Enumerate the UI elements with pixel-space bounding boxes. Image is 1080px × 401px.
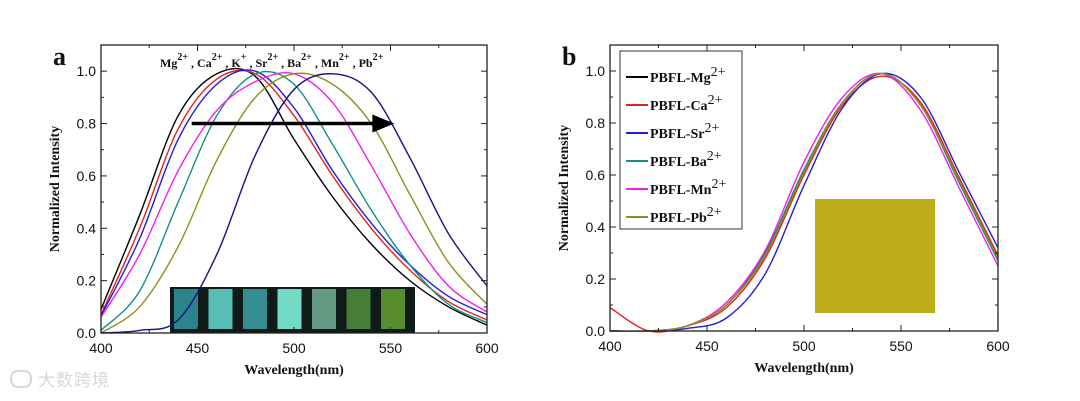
y-tick-label: 0.4 xyxy=(77,220,97,236)
ion-label: , Pb xyxy=(353,56,373,70)
ion-charge: 2+ xyxy=(212,52,223,63)
x-tick-label: 550 xyxy=(889,338,913,354)
panel-label: b xyxy=(562,42,576,71)
ion-label: , Ca xyxy=(191,56,212,70)
x-tick-label: 550 xyxy=(379,340,403,356)
y-tick-label: 1.0 xyxy=(586,63,606,79)
legend-charge: 2+ xyxy=(711,65,726,80)
y-tick-label: 0.2 xyxy=(77,273,97,289)
x-tick-label: 450 xyxy=(186,340,210,356)
y-tick-label: 0.0 xyxy=(77,325,97,341)
x-tick-label: 400 xyxy=(89,340,113,356)
legend-entry: PBFL-Ca2+ xyxy=(650,93,723,114)
x-tick-label: 500 xyxy=(792,338,816,354)
ion-charge: 2+ xyxy=(301,52,312,63)
x-axis-title: Wavelength(nm) xyxy=(244,363,344,378)
ion-charge: + xyxy=(241,52,247,63)
x-tick-label: 450 xyxy=(695,338,719,354)
x-tick-label: 600 xyxy=(986,338,1010,354)
y-tick-label: 0.8 xyxy=(77,116,97,132)
x-tick-label: 400 xyxy=(598,338,622,354)
y-tick-label: 0.8 xyxy=(586,115,606,131)
legend-charge: 2+ xyxy=(704,121,719,136)
legend-charge: 2+ xyxy=(707,205,722,220)
legend-entry: PBFL-Mg2+ xyxy=(650,65,726,86)
vial xyxy=(277,289,302,329)
legend-entry: PBFL-Sr2+ xyxy=(650,121,719,142)
series-line-pbfl-pb xyxy=(609,72,999,333)
watermark-text: 大数跨境 xyxy=(38,371,110,391)
y-tick-label: 0.2 xyxy=(586,271,606,287)
chart-panel-a: 400 450 500 550 600 0.0 0.2 0.4 0.6 0.8 1.0 Wavelen… xyxy=(48,42,499,378)
vial xyxy=(208,289,233,329)
ion-label: , Sr xyxy=(249,56,268,70)
legend: PBFL-Mg2+PBFL-Ca2+PBFL-Sr2+PBFL-Ba2+PBFL… xyxy=(619,50,743,230)
legend-label: PBFL-Ba xyxy=(650,155,707,170)
legend-label: PBFL-Pb xyxy=(650,211,707,226)
legend-label: PBFL-Mn xyxy=(650,183,712,198)
x-axis-title: Wavelength(nm) xyxy=(754,361,854,376)
vial xyxy=(243,289,267,329)
series-line-pb2- xyxy=(100,73,488,334)
y-axis-title: Normalized Intensity xyxy=(48,126,63,252)
legend-label: PBFL-Mg xyxy=(650,71,711,86)
series-line-mn2- xyxy=(100,72,488,334)
legend-label: PBFL-Sr xyxy=(650,127,704,142)
ion-charge: 2+ xyxy=(373,52,384,63)
watermark-logo-icon xyxy=(10,370,32,388)
legend-charge: 2+ xyxy=(711,177,726,192)
y-tick-label: 1.0 xyxy=(77,63,97,79)
x-tick-label: 600 xyxy=(475,340,499,356)
vial xyxy=(312,289,336,329)
vials-inset-photo xyxy=(170,287,415,333)
ion-charge: 2+ xyxy=(177,52,188,63)
legend-entry: PBFL-Mn2+ xyxy=(650,177,726,198)
series-line-ca2- xyxy=(100,69,488,321)
legend-label: PBFL-Ca xyxy=(650,99,708,114)
y-tick-label: 0.0 xyxy=(586,323,606,339)
legend-charge: 2+ xyxy=(708,93,723,108)
series-line-sr2- xyxy=(100,70,488,331)
y-tick-label: 0.6 xyxy=(77,168,97,184)
ion-label: , Ba xyxy=(281,56,301,70)
x-tick-label: 500 xyxy=(282,340,306,356)
series-line-pbfl-sr xyxy=(609,72,999,332)
ion-label: Mg xyxy=(160,56,177,70)
legend-charge: 2+ xyxy=(707,149,722,164)
yellow-film-inset-photo xyxy=(815,199,935,313)
vial xyxy=(346,289,371,329)
watermark: 大数跨境 xyxy=(10,366,110,391)
y-axis-title: Normalized Intensity xyxy=(557,125,572,251)
vial xyxy=(174,289,198,329)
ion-labels: Mg2+ , Ca2+ , K+ , Sr2+ , Ba2+ , Mn2+ , … xyxy=(160,52,384,70)
ion-charge: 2+ xyxy=(339,52,350,63)
legend-entry: PBFL-Ba2+ xyxy=(650,149,722,170)
legend-entry: PBFL-Pb2+ xyxy=(650,205,722,226)
ion-charge: 2+ xyxy=(267,52,278,63)
legend-box xyxy=(619,50,743,230)
vial xyxy=(381,289,405,329)
ion-label: , K xyxy=(225,56,241,70)
panel-label: a xyxy=(53,42,66,71)
y-tick-label: 0.4 xyxy=(586,219,606,235)
chart-panel-b: 400 450 500 550 600 0.0 0.2 0.4 0.6 0.8 1.0 Wavelen… xyxy=(557,42,1010,376)
series-line-k- xyxy=(100,69,488,317)
y-tick-label: 0.6 xyxy=(586,167,606,183)
ion-label: , Mn xyxy=(315,56,339,70)
red-shift-arrow-head-icon xyxy=(372,114,395,133)
